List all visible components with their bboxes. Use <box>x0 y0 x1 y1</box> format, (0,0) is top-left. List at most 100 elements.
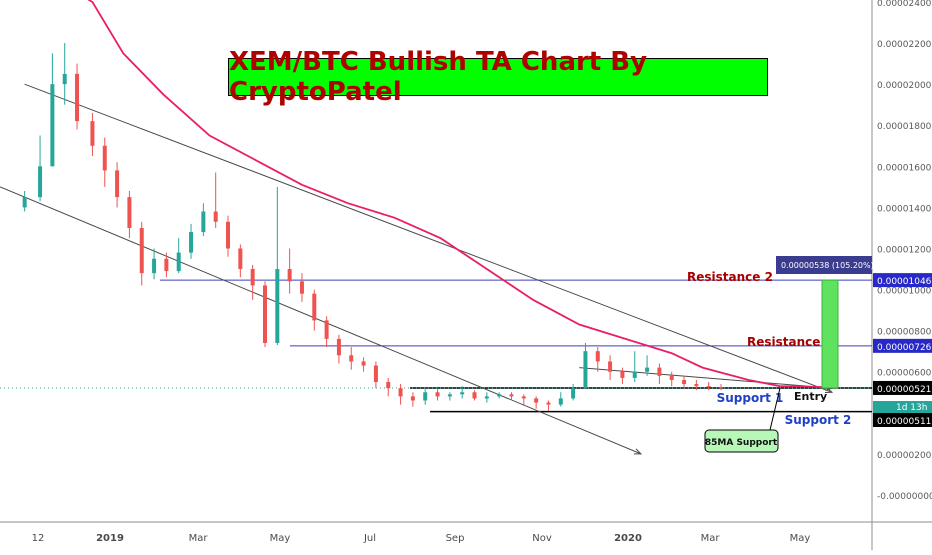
candle-body <box>226 221 231 249</box>
y-tick-label: 0.00001600 <box>877 163 932 173</box>
candle-body <box>423 392 428 401</box>
candle-body <box>571 388 576 399</box>
candle-body <box>373 365 378 382</box>
candle-body <box>558 398 563 405</box>
lower-channel-arrowhead <box>633 448 643 455</box>
price-tag-label: 0.00000726 <box>877 343 932 353</box>
candle-body <box>583 351 588 389</box>
candle-body <box>152 258 157 274</box>
candle-body <box>38 166 43 198</box>
price-tag-label: 0.00000521 <box>877 385 931 395</box>
candle-body <box>509 394 514 397</box>
upper-channel-line <box>24 83 833 393</box>
level-label: Resistance 1 <box>747 335 833 349</box>
candle-body <box>546 402 551 405</box>
candle-body <box>694 384 699 387</box>
candle-body <box>115 170 120 198</box>
candle-body <box>398 388 403 397</box>
x-tick-label: Nov <box>532 533 552 544</box>
ma-support-pointer <box>769 387 781 431</box>
chart-title: XEM/BTC Bullish TA Chart By CryptoPatel <box>228 47 768 107</box>
candle-body <box>361 361 366 366</box>
candle-body <box>250 269 255 286</box>
countdown-label: 1d 13h <box>896 403 927 413</box>
candle-body <box>262 285 267 343</box>
ma-support-box <box>704 429 779 453</box>
candle-body <box>719 387 724 389</box>
x-tick-label: May <box>270 533 291 544</box>
y-tick-label: 0.00001400 <box>877 204 932 214</box>
target-tooltip-label: 0.00000538 (105.20%) 53 <box>781 261 886 270</box>
candle-body <box>238 248 243 270</box>
ma-line <box>87 0 826 389</box>
price-tag <box>873 413 932 427</box>
candle-body <box>595 351 600 362</box>
x-tick-label: Jul <box>363 533 376 544</box>
y-tick-label: 0.00001200 <box>877 245 932 255</box>
x-tick-label: 2019 <box>96 533 124 544</box>
candle-body <box>484 396 489 399</box>
candle-body <box>349 355 354 362</box>
target-tooltip <box>776 256 872 274</box>
level-label: Resistance 2 <box>687 270 773 284</box>
x-tick-label: May <box>790 533 811 544</box>
candle-body <box>139 227 144 274</box>
candle-body <box>127 197 132 228</box>
x-tick-label: Sep <box>446 533 465 544</box>
candle-body <box>102 145 107 171</box>
candle-body <box>275 269 280 343</box>
candle-body <box>299 281 304 294</box>
candle-body <box>669 375 674 380</box>
candle-body <box>472 392 477 399</box>
candle-body <box>176 252 181 272</box>
candle-body <box>201 211 206 233</box>
price-tag <box>873 338 932 353</box>
level-label: Support 1 <box>717 391 784 405</box>
candle-body <box>287 269 292 282</box>
candle-body <box>386 382 391 389</box>
entry-label: Entry <box>794 390 827 403</box>
y-tick-label: 0.00000200 <box>877 451 932 461</box>
x-tick-label: 2020 <box>614 533 642 544</box>
y-tick-label: 0.00002200 <box>877 40 932 50</box>
candle-body <box>336 338 341 356</box>
price-tag <box>873 273 932 288</box>
candle-body <box>632 371 637 378</box>
ma-support-label: 85MA Support <box>705 438 778 448</box>
candle-body <box>460 392 465 395</box>
candle-body <box>682 379 687 385</box>
y-tick-label: 0.00002400 <box>877 0 932 9</box>
candle-body <box>657 367 662 376</box>
price-tag-label: 0.00000511 <box>877 417 931 427</box>
candle-body <box>534 398 539 403</box>
candle-body <box>324 320 329 339</box>
candle-body <box>410 396 415 401</box>
y-tick-label: 0.00001000 <box>877 287 932 297</box>
countdown-tag <box>873 401 932 413</box>
y-tick-label: 0.00002000 <box>877 81 932 91</box>
x-tick-label: Mar <box>701 533 721 544</box>
candle-body <box>75 73 80 122</box>
x-tick-label: 12 <box>32 533 45 544</box>
y-tick-label: 0.00001800 <box>877 122 932 132</box>
price-tag-label: 0.00001046 <box>877 277 932 287</box>
price-tag <box>873 380 932 395</box>
candle-body <box>189 232 194 253</box>
candle-body <box>62 73 67 85</box>
candle-body <box>497 394 502 397</box>
y-tick-label: 0.00000600 <box>877 369 932 379</box>
candle-body <box>706 386 711 388</box>
candle-body <box>645 367 650 372</box>
y-tick-label: -0.00000000 <box>877 492 932 502</box>
candle-body <box>164 258 169 272</box>
candle-body <box>50 84 55 167</box>
candle-body <box>608 361 613 372</box>
y-tick-label: 0.00000800 <box>877 328 932 338</box>
candle-body <box>620 371 625 378</box>
candle-body <box>22 197 27 208</box>
x-tick-label: Mar <box>189 533 209 544</box>
extension-line <box>579 367 832 389</box>
candle-body <box>312 293 317 321</box>
